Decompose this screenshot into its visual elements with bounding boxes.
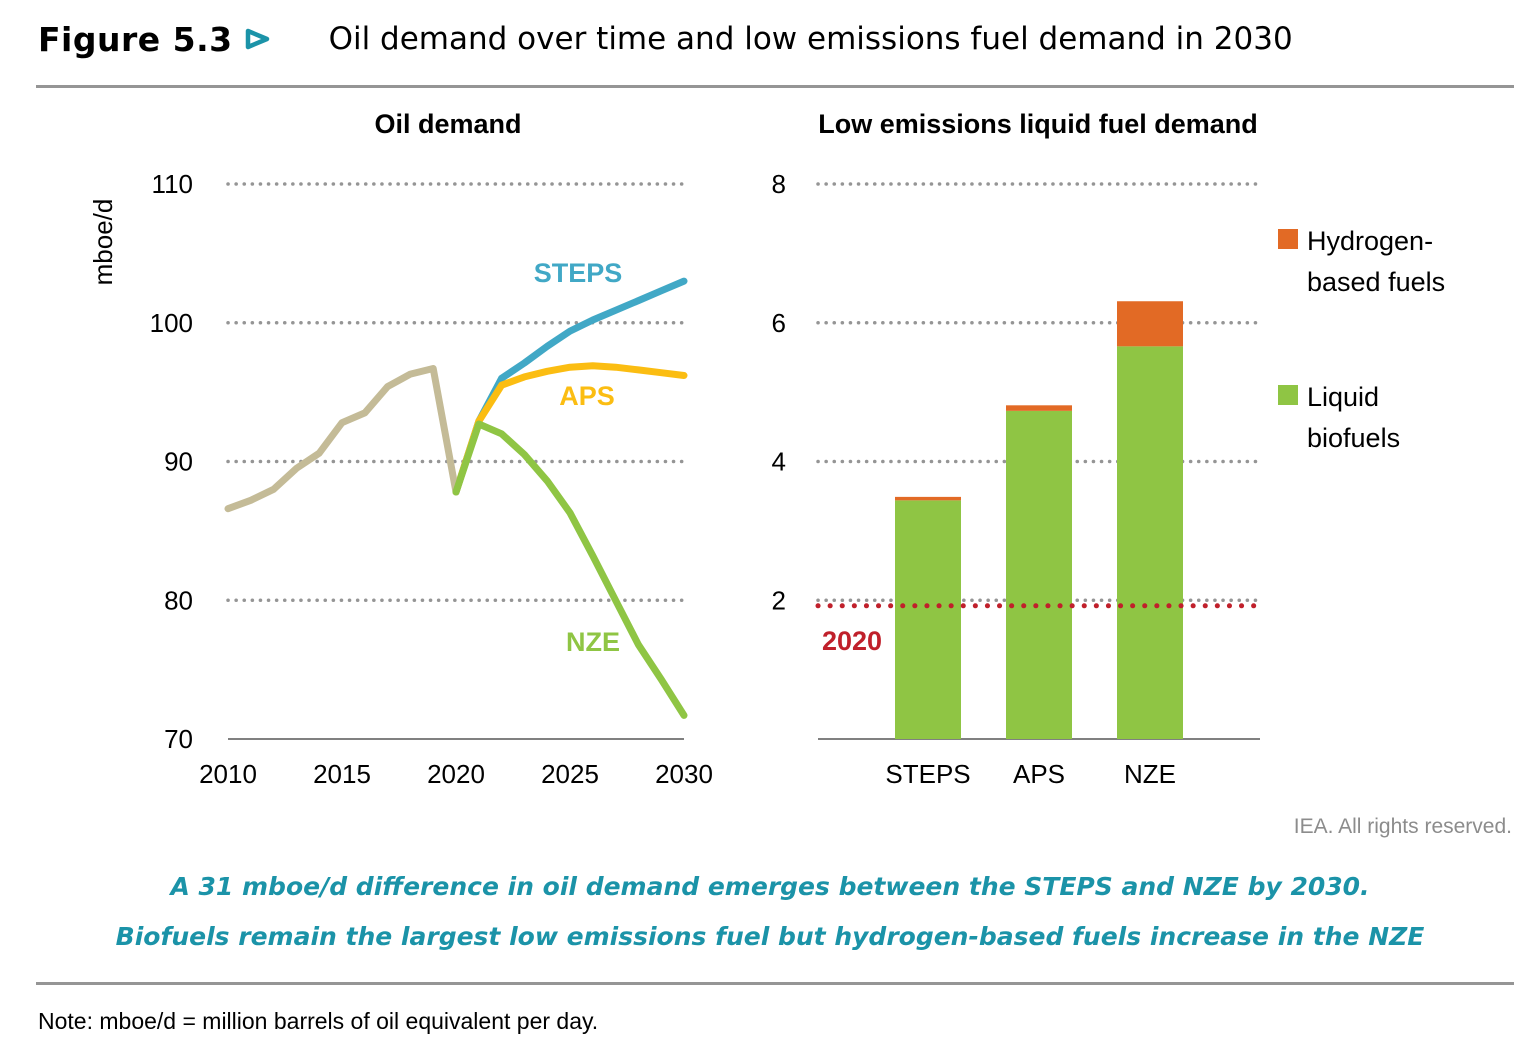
y-tick-label: 2 bbox=[772, 585, 786, 615]
legend-item: Hydrogen-based fuels bbox=[1278, 226, 1445, 297]
figure-number: Figure 5.3 bbox=[38, 19, 233, 59]
legend: Hydrogen-based fuels Liquid biofuels bbox=[1278, 226, 1445, 453]
x-tick-label: NZE bbox=[1124, 759, 1176, 789]
oil-demand-chart: Oil demand mboe/d 70 80 90 100 110 2010 2015 2… bbox=[88, 109, 713, 789]
x-tick-label: 2020 bbox=[427, 759, 485, 789]
series-line-aps bbox=[452, 362, 688, 496]
note-text: Note: mboe/d = million barrels of oil eq… bbox=[38, 1008, 599, 1034]
baseline-2020-label: 2020 bbox=[822, 626, 882, 656]
y-tick-label: 70 bbox=[164, 724, 193, 754]
top-divider bbox=[36, 85, 1514, 88]
legend-label: Hydrogen- bbox=[1307, 226, 1433, 256]
y-tick-label: 100 bbox=[150, 308, 193, 338]
y-tick-label: 80 bbox=[164, 585, 193, 615]
bar-steps-hydrogen bbox=[895, 496, 961, 501]
x-tick-label: STEPS bbox=[885, 759, 970, 789]
x-tick-label: 2010 bbox=[199, 759, 257, 789]
legend-label: based fuels bbox=[1307, 267, 1445, 297]
bar-nze-hydrogen bbox=[1117, 301, 1183, 347]
bar-steps-biofuels bbox=[895, 500, 961, 739]
bottom-divider bbox=[36, 982, 1514, 985]
x-tick-label: APS bbox=[1013, 759, 1065, 789]
triangle-right-icon bbox=[245, 24, 271, 54]
oil-demand-title: Oil demand bbox=[374, 109, 521, 139]
series-line-historical bbox=[224, 365, 460, 513]
figure-title: Oil demand over time and low emissions f… bbox=[328, 21, 1293, 57]
legend-item: Liquid biofuels bbox=[1278, 382, 1400, 453]
y-tick-label: 90 bbox=[164, 447, 193, 477]
bar-nze-biofuels bbox=[1117, 346, 1183, 739]
figure-title-bar: Figure 5.3 Oil demand over time and low … bbox=[38, 14, 1293, 64]
x-tick-label: 2025 bbox=[541, 759, 599, 789]
x-tick-label: 2015 bbox=[313, 759, 371, 789]
y-tick-label: 4 bbox=[772, 447, 786, 477]
legend-label: Liquid bbox=[1307, 382, 1379, 412]
x-tick-label: 2030 bbox=[655, 759, 713, 789]
series-line-nze bbox=[452, 420, 688, 719]
legend-swatch bbox=[1278, 385, 1298, 405]
y-axis-label: mboe/d bbox=[88, 199, 118, 286]
caption-line-2: Biofuels remain the largest low emission… bbox=[115, 922, 1425, 951]
y-tick-label: 6 bbox=[772, 308, 786, 338]
y-tick-label: 8 bbox=[772, 169, 786, 199]
steps-line-label: STEPS bbox=[534, 258, 623, 288]
y-tick-label: 110 bbox=[152, 169, 193, 199]
aps-line-label: APS bbox=[559, 381, 615, 411]
low-emissions-fuel-chart: Low emissions liquid fuel demand 2 4 6 8 ST… bbox=[772, 109, 1446, 789]
bar-aps-hydrogen bbox=[1006, 405, 1072, 411]
bar-aps-biofuels bbox=[1006, 410, 1072, 739]
low-emissions-title: Low emissions liquid fuel demand bbox=[818, 109, 1258, 139]
caption-line-1: A 31 mboe/d difference in oil demand eme… bbox=[170, 872, 1370, 901]
credit-text: IEA. All rights reserved. bbox=[1293, 815, 1512, 838]
legend-label: biofuels bbox=[1307, 423, 1400, 453]
legend-swatch bbox=[1278, 229, 1298, 249]
nze-line-label: NZE bbox=[566, 627, 620, 657]
